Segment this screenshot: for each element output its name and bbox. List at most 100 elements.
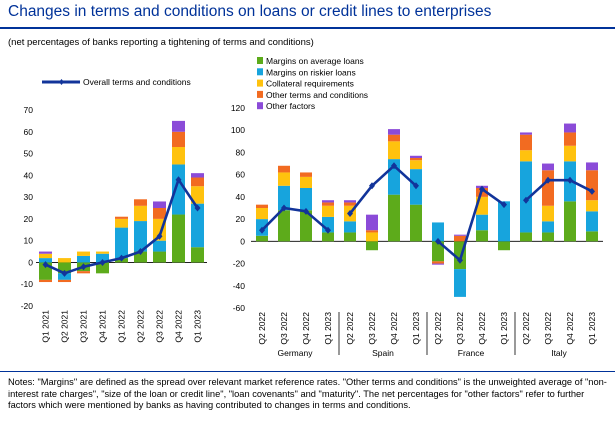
bar-segment-other-factors <box>172 120 185 132</box>
bar-segment-other-terms <box>39 279 52 283</box>
x-tick-label: Q1 2023 <box>323 312 333 345</box>
overall-point <box>194 204 201 212</box>
bar-segment-margins-average <box>344 232 356 242</box>
bar-segment-margins-riskier <box>134 221 147 252</box>
bar-segment-collateral <box>300 176 312 188</box>
legend: Overall terms and conditions Margins on a… <box>42 56 368 111</box>
chart-subtitle: (net percentages of banks reporting a ti… <box>8 37 314 48</box>
x-tick-label: Q2 2021 <box>60 310 70 343</box>
y-tick-label: -60 <box>233 303 246 313</box>
bar-segment-other-factors <box>322 200 334 203</box>
bar-stack <box>191 173 204 263</box>
x-tick-label: Q2 2022 <box>136 310 146 343</box>
overall-point <box>567 176 573 184</box>
bar-segment-other-factors <box>344 200 356 203</box>
x-tick-label: Q2 2022 <box>433 312 443 345</box>
bar-segment-other-terms <box>520 134 532 151</box>
bar-segment-other-factors <box>366 214 378 231</box>
overall-point <box>156 232 163 240</box>
bar-segment-margins-average <box>586 231 598 242</box>
bar-stack <box>96 251 109 274</box>
bar-segment-margins-riskier <box>344 221 356 233</box>
overall-point <box>325 226 331 234</box>
x-tick-label: Q1 2022 <box>117 310 127 343</box>
country-label-germany: Germany <box>278 348 314 358</box>
bar-segment-margins-riskier <box>172 164 185 215</box>
y-tick-label: 20 <box>24 214 34 224</box>
bar-segment-other-terms <box>300 172 312 177</box>
bar-stack <box>586 162 598 242</box>
bar-segment-other-terms <box>432 261 444 264</box>
bar-stack <box>498 201 510 251</box>
bar-segment-margins-average <box>172 214 185 263</box>
legend-swatch-collateral <box>257 79 263 87</box>
country-label-spain: Spain <box>372 348 394 358</box>
country-label-italy: Italy <box>551 348 567 358</box>
bar-segment-collateral <box>39 253 52 259</box>
bar-segment-margins-average <box>542 232 554 242</box>
y-tick-label: 60 <box>24 127 34 137</box>
bar-segment-margins-average <box>322 232 334 242</box>
bar-segment-margins-riskier <box>115 227 128 259</box>
y-tick-label: 80 <box>236 147 246 157</box>
overall-point <box>42 261 49 269</box>
bar-stack <box>172 120 185 263</box>
bar-segment-other-terms <box>366 230 378 233</box>
bar-segment-margins-average <box>134 251 147 263</box>
overall-point <box>501 201 507 209</box>
bar-segment-collateral <box>278 172 290 186</box>
bar-segment-other-factors <box>153 201 166 208</box>
overall-point <box>347 210 353 218</box>
x-tick-label: Q2 2022 <box>521 312 531 345</box>
bar-stack <box>278 165 290 242</box>
bar-segment-margins-riskier <box>300 188 312 211</box>
bar-segment-collateral <box>172 147 185 165</box>
bar-segment-margins-average <box>96 262 109 274</box>
bar-segment-collateral <box>564 145 576 162</box>
bar-segment-collateral <box>410 160 422 170</box>
x-tick-label: Q3 2022 <box>367 312 377 345</box>
legend-swatch-other-terms <box>257 90 263 98</box>
overall-line <box>525 178 593 202</box>
bar-segment-collateral <box>77 251 90 256</box>
bar-segment-margins-riskier <box>542 221 554 233</box>
y-tick-label: 40 <box>24 170 34 180</box>
overall-point <box>80 263 87 271</box>
bar-segment-other-terms <box>322 202 334 206</box>
country-label-france: France <box>458 348 485 358</box>
bar-stack <box>300 172 312 242</box>
bar-segment-other-terms <box>278 165 290 173</box>
y-tick-label: 20 <box>236 214 246 224</box>
overall-point <box>281 204 287 212</box>
x-tick-label: Q4 2022 <box>565 312 575 345</box>
bar-segment-margins-riskier <box>454 269 466 297</box>
bar-segment-margins-average <box>564 201 576 242</box>
title-rule <box>0 27 615 29</box>
overall-point <box>391 162 397 170</box>
overall-point <box>369 182 375 190</box>
bar-segment-collateral <box>322 205 334 217</box>
bar-segment-margins-average <box>191 247 204 263</box>
bar-stack <box>134 199 147 263</box>
bar-segment-other-terms <box>410 158 422 161</box>
bar-stack <box>520 132 532 242</box>
bar-segment-other-terms <box>191 177 204 187</box>
bar-stack <box>432 222 444 265</box>
overall-line <box>437 187 505 262</box>
overall-point <box>413 182 419 190</box>
y-tick-label: -20 <box>21 301 34 311</box>
legend-label-overall: Overall terms and conditions <box>83 77 191 87</box>
chart-title: Changes in terms and conditions on loans… <box>8 3 492 20</box>
bar-segment-margins-riskier <box>476 214 488 231</box>
bar-segment-collateral <box>58 258 71 263</box>
overall-point <box>259 226 265 234</box>
bar-segment-margins-average <box>476 230 488 242</box>
y-tick-label: 50 <box>24 149 34 159</box>
y-tick-label: 0 <box>240 236 245 246</box>
x-tick-label: Q1 2023 <box>499 312 509 345</box>
x-tick-label: Q4 2022 <box>301 312 311 345</box>
x-tick-label: Q4 2022 <box>174 310 184 343</box>
bar-segment-margins-average <box>498 241 510 251</box>
legend-line-marker <box>59 79 64 85</box>
bar-segment-other-factors <box>432 263 444 265</box>
